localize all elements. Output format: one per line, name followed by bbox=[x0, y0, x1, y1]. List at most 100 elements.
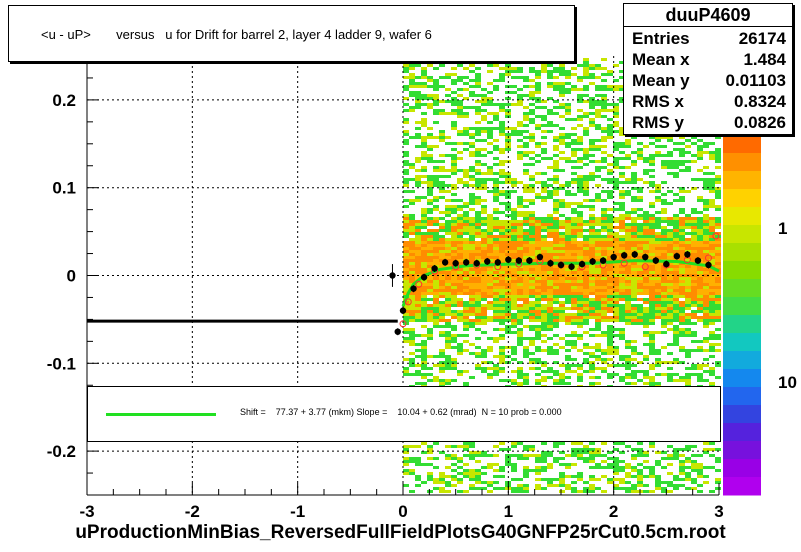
heatmap-cell bbox=[517, 226, 523, 229]
heatmap-cell bbox=[511, 469, 517, 472]
heatmap-cell bbox=[691, 349, 697, 352]
heatmap-cell bbox=[703, 238, 709, 241]
heatmap-cell bbox=[451, 313, 457, 316]
heatmap-cell bbox=[445, 238, 451, 241]
heatmap-cell bbox=[637, 292, 643, 295]
heatmap-cell bbox=[511, 289, 517, 292]
heatmap-cell bbox=[475, 346, 481, 349]
heatmap-cell bbox=[655, 463, 661, 466]
heatmap-cell bbox=[535, 295, 541, 298]
heatmap-cell bbox=[703, 247, 709, 250]
heatmap-cell bbox=[463, 223, 469, 226]
heatmap-cell bbox=[643, 241, 649, 244]
heatmap-cell bbox=[685, 460, 691, 463]
heatmap-cell bbox=[409, 277, 415, 280]
heatmap-cell bbox=[655, 253, 661, 256]
heatmap-cell bbox=[469, 289, 475, 292]
heatmap-cell bbox=[475, 301, 481, 304]
heatmap-cell bbox=[445, 484, 451, 487]
heatmap-cell bbox=[535, 280, 541, 283]
heatmap-cell bbox=[493, 454, 499, 457]
heatmap-cell bbox=[583, 175, 589, 178]
heatmap-cell bbox=[661, 163, 667, 166]
heatmap-cell bbox=[601, 292, 607, 295]
heatmap-cell bbox=[427, 265, 433, 268]
heatmap-cell bbox=[415, 94, 421, 97]
heatmap-cell bbox=[685, 355, 691, 358]
open-marker bbox=[704, 254, 712, 262]
heatmap-cell bbox=[451, 238, 457, 241]
heatmap-cell bbox=[541, 307, 547, 310]
heatmap-cell bbox=[487, 169, 493, 172]
heatmap-cell bbox=[529, 133, 535, 136]
heatmap-cell bbox=[661, 154, 667, 157]
heatmap-cell bbox=[559, 337, 565, 340]
heatmap-cell bbox=[691, 298, 697, 301]
heatmap-cell bbox=[511, 268, 517, 271]
heatmap-cell bbox=[697, 472, 703, 475]
heatmap-cell bbox=[613, 142, 619, 145]
heatmap-cell bbox=[403, 184, 409, 187]
heatmap-cell bbox=[589, 268, 595, 271]
heatmap-cell bbox=[667, 301, 673, 304]
heatmap-cell bbox=[619, 280, 625, 283]
heatmap-cell bbox=[421, 352, 427, 355]
heatmap-cell bbox=[421, 250, 427, 253]
heatmap-cell bbox=[595, 193, 601, 196]
heatmap-cell bbox=[607, 130, 613, 133]
heatmap-cell bbox=[607, 247, 613, 250]
heatmap-cell bbox=[553, 361, 559, 364]
heatmap-cell bbox=[595, 67, 601, 70]
heatmap-cell bbox=[457, 274, 463, 277]
heatmap-cell bbox=[649, 238, 655, 241]
heatmap-cell bbox=[685, 304, 691, 307]
heatmap-cell bbox=[685, 268, 691, 271]
stat-value: 0.0826 bbox=[734, 113, 786, 132]
heatmap-cell bbox=[445, 280, 451, 283]
heatmap-cell bbox=[607, 73, 613, 76]
heatmap-cell bbox=[673, 214, 679, 217]
heatmap-cell bbox=[535, 82, 541, 85]
heatmap-cell bbox=[517, 268, 523, 271]
heatmap-cell bbox=[595, 346, 601, 349]
heatmap-cell bbox=[685, 367, 691, 370]
heatmap-cell bbox=[415, 244, 421, 247]
heatmap-cell bbox=[523, 469, 529, 472]
heatmap-cell bbox=[553, 343, 559, 346]
heatmap-cell bbox=[613, 346, 619, 349]
heatmap-cell bbox=[505, 268, 511, 271]
heatmap-cell bbox=[487, 133, 493, 136]
heatmap-cell bbox=[457, 199, 463, 202]
heatmap-cell bbox=[619, 316, 625, 319]
heatmap-cell bbox=[607, 259, 613, 262]
heatmap-cell bbox=[607, 457, 613, 460]
heatmap-cell bbox=[643, 160, 649, 163]
heatmap-cell bbox=[565, 247, 571, 250]
heatmap-cell bbox=[625, 235, 631, 238]
heatmap-cell bbox=[535, 100, 541, 103]
heatmap-cell bbox=[691, 310, 697, 313]
heatmap-cell bbox=[547, 241, 553, 244]
heatmap-cell bbox=[697, 235, 703, 238]
heatmap-cell bbox=[571, 220, 577, 223]
heatmap-cell bbox=[589, 283, 595, 286]
heatmap-cell bbox=[679, 217, 685, 220]
heatmap-cell bbox=[439, 181, 445, 184]
heatmap-cell bbox=[427, 451, 433, 454]
heatmap-cell bbox=[433, 301, 439, 304]
heatmap-cell bbox=[685, 328, 691, 331]
heatmap-cell bbox=[715, 277, 721, 280]
heatmap-cell bbox=[415, 259, 421, 262]
heatmap-cell bbox=[403, 457, 409, 460]
heatmap-cell bbox=[631, 364, 637, 367]
heatmap-cell bbox=[469, 127, 475, 130]
heatmap-cell bbox=[469, 286, 475, 289]
heatmap-cell bbox=[625, 301, 631, 304]
heatmap-cell bbox=[493, 292, 499, 295]
heatmap-cell bbox=[679, 229, 685, 232]
heatmap-cell bbox=[625, 358, 631, 361]
heatmap-cell bbox=[523, 79, 529, 82]
heatmap-cell bbox=[715, 301, 721, 304]
heatmap-cell bbox=[583, 244, 589, 247]
heatmap-cell bbox=[649, 235, 655, 238]
